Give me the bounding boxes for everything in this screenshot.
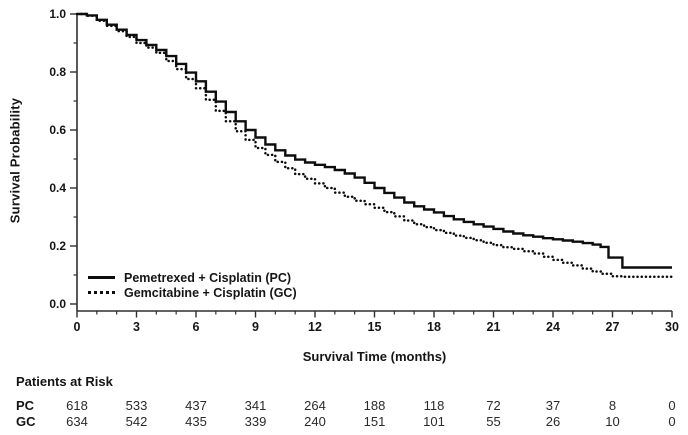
risk-row-label: GC xyxy=(16,414,36,429)
x-tick-label: 15 xyxy=(368,320,382,334)
x-tick-label: 6 xyxy=(193,320,200,334)
x-tick-label: 9 xyxy=(252,320,259,334)
risk-count: 37 xyxy=(545,398,561,413)
y-tick-label: 0.0 xyxy=(49,297,66,311)
risk-count: 55 xyxy=(486,414,501,429)
x-tick-label: 12 xyxy=(308,320,322,334)
x-tick-label: 30 xyxy=(665,320,679,334)
risk-count: 10 xyxy=(605,414,620,429)
risk-count: 151 xyxy=(363,414,386,429)
risk-count: 435 xyxy=(185,414,207,429)
risk-count: 437 xyxy=(185,398,207,413)
x-tick-label: 27 xyxy=(606,320,620,334)
risk-count: 188 xyxy=(363,398,386,413)
x-tick-label: 24 xyxy=(546,320,560,334)
y-tick-label: 0.2 xyxy=(49,239,66,253)
risk-row-label: PC xyxy=(16,398,35,413)
patients-at-risk-title: Patients at Risk xyxy=(16,374,113,389)
y-tick-label: 0.6 xyxy=(49,123,66,137)
risk-row-gc: GC 634 542 435 339 240 151 101 55 26 10 0 xyxy=(0,414,688,430)
legend-label-gc: Gemcitabine + Cisplatin (GC) xyxy=(124,285,297,300)
x-tick-label: 21 xyxy=(487,320,501,334)
survival-curve-pc xyxy=(77,12,672,269)
risk-count: 618 xyxy=(66,398,88,413)
risk-count: 8 xyxy=(608,398,617,413)
legend-entry-pc: Pemetrexed + Cisplatin (PC) xyxy=(88,270,297,285)
y-tick-label: 0.8 xyxy=(49,65,66,79)
y-tick-label: 0.4 xyxy=(49,181,66,195)
solid-line-icon xyxy=(88,276,115,279)
risk-count: 240 xyxy=(304,414,326,429)
x-tick-label: 18 xyxy=(427,320,441,334)
x-tick-label: 3 xyxy=(133,320,140,334)
risk-count: 118 xyxy=(423,398,445,413)
risk-count: 341 xyxy=(244,398,267,413)
dotted-line-icon xyxy=(88,291,115,294)
risk-count: 0 xyxy=(668,414,676,429)
x-axis-title: Survival Time (months) xyxy=(302,349,447,364)
risk-count: 72 xyxy=(486,398,501,413)
risk-count: 533 xyxy=(125,398,148,413)
risk-count: 264 xyxy=(304,398,326,413)
legend-entry-gc: Gemcitabine + Cisplatin (GC) xyxy=(88,285,297,300)
y-tick-label: 1.0 xyxy=(49,7,66,21)
risk-count: 339 xyxy=(244,414,267,429)
legend: Pemetrexed + Cisplatin (PC) Gemcitabine … xyxy=(88,270,297,300)
survival-curve-gc xyxy=(75,12,674,278)
legend-label-pc: Pemetrexed + Cisplatin (PC) xyxy=(124,270,292,285)
risk-count: 26 xyxy=(545,414,561,429)
risk-count: 0 xyxy=(668,398,676,413)
risk-count: 542 xyxy=(125,414,148,429)
y-axis-title: Survival Probability xyxy=(7,97,23,224)
x-tick-label: 0 xyxy=(74,320,81,334)
risk-count: 634 xyxy=(66,414,88,429)
risk-row-pc: PC 618 533 437 341 264 188 118 72 37 8 0 xyxy=(0,398,688,414)
risk-count: 101 xyxy=(423,414,445,429)
